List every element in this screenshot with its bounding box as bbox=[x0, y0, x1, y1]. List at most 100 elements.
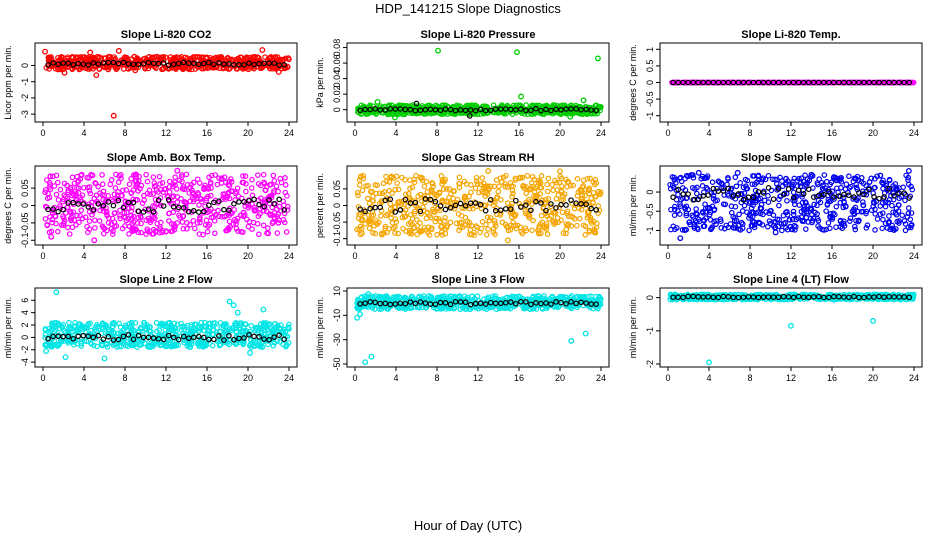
data-point bbox=[184, 55, 191, 61]
data-point bbox=[100, 197, 106, 203]
reference-point bbox=[593, 107, 599, 114]
data-point bbox=[486, 217, 493, 224]
data-point-outlier bbox=[230, 302, 237, 309]
data-point bbox=[847, 218, 853, 224]
data-point bbox=[138, 220, 144, 227]
panel-title: Slope Gas Stream RH bbox=[421, 152, 534, 164]
data-point-outlier bbox=[392, 114, 398, 121]
data-point bbox=[62, 210, 69, 216]
reference-point bbox=[140, 60, 147, 67]
reference-point bbox=[165, 197, 172, 203]
data-point bbox=[470, 205, 476, 212]
data-point bbox=[828, 79, 834, 86]
reference-point bbox=[60, 206, 66, 213]
data-point bbox=[386, 179, 393, 185]
data-point-outlier bbox=[485, 168, 492, 174]
reference-point bbox=[120, 59, 127, 66]
data-point bbox=[77, 55, 83, 61]
data-point bbox=[145, 215, 152, 222]
reference-point bbox=[85, 204, 92, 210]
data-point bbox=[99, 172, 105, 178]
data-point bbox=[529, 102, 536, 109]
reference-point bbox=[896, 79, 902, 86]
data-point bbox=[187, 221, 193, 228]
x-tick-label: 16 bbox=[514, 128, 524, 138]
reference-point bbox=[271, 201, 277, 207]
reference-point bbox=[831, 79, 837, 86]
reference-point bbox=[770, 79, 777, 86]
data-point bbox=[709, 179, 716, 185]
data-point bbox=[128, 175, 134, 182]
data-point bbox=[73, 191, 79, 197]
data-point bbox=[180, 225, 187, 232]
data-point bbox=[269, 220, 276, 227]
data-point bbox=[556, 179, 563, 186]
data-point bbox=[160, 227, 166, 234]
x-tick-label: 16 bbox=[514, 373, 524, 383]
data-point bbox=[590, 200, 596, 206]
series-points bbox=[42, 167, 291, 244]
x-tick-label: 4 bbox=[393, 373, 398, 383]
data-point bbox=[79, 192, 86, 199]
reference-point bbox=[695, 79, 702, 86]
reference-point bbox=[211, 199, 217, 206]
data-point bbox=[370, 193, 376, 200]
reference-point bbox=[105, 199, 112, 205]
data-point bbox=[365, 182, 371, 189]
reference-point bbox=[568, 106, 574, 112]
reference-point bbox=[578, 106, 584, 113]
reference-point bbox=[175, 204, 182, 211]
data-point bbox=[378, 198, 385, 204]
data-point bbox=[378, 213, 384, 219]
data-point bbox=[132, 178, 138, 185]
reference-point bbox=[906, 79, 912, 86]
y-axis-label: degrees C per min. bbox=[3, 167, 13, 244]
data-point bbox=[409, 184, 416, 191]
data-point-outlier bbox=[772, 229, 779, 236]
data-point-outlier bbox=[435, 47, 441, 54]
chart-panel-4: Slope Amb. Box Temp.0 4 8 12 16 20 24-0.1-0.05… bbox=[3, 152, 298, 261]
x-tick-label: 0 bbox=[352, 251, 357, 261]
data-point bbox=[526, 213, 533, 219]
reference-point bbox=[180, 205, 187, 211]
data-point bbox=[170, 183, 176, 190]
data-point bbox=[202, 185, 208, 192]
data-point bbox=[851, 223, 858, 230]
data-point bbox=[790, 208, 797, 215]
data-point bbox=[544, 231, 551, 237]
reference-point bbox=[125, 199, 132, 206]
reference-point bbox=[135, 61, 142, 68]
reference-points bbox=[45, 196, 287, 215]
data-point bbox=[462, 214, 469, 221]
reference-point bbox=[211, 61, 217, 68]
data-point bbox=[99, 191, 105, 198]
data-point bbox=[85, 229, 91, 236]
reference-point bbox=[785, 79, 792, 86]
data-point bbox=[82, 214, 89, 220]
data-point bbox=[492, 231, 498, 238]
data-point bbox=[189, 195, 196, 201]
x-tick-label: 0 bbox=[40, 128, 45, 138]
reference-point bbox=[507, 106, 514, 113]
data-point bbox=[60, 213, 66, 220]
data-point bbox=[74, 185, 80, 191]
data-point bbox=[211, 64, 217, 71]
data-point bbox=[560, 230, 567, 236]
data-point bbox=[54, 228, 61, 235]
data-point bbox=[203, 217, 210, 224]
data-point bbox=[502, 181, 508, 187]
data-point bbox=[586, 209, 592, 216]
data-point bbox=[86, 218, 93, 224]
x-tick-label: 0 bbox=[352, 373, 357, 383]
reference-point bbox=[427, 106, 434, 113]
data-point bbox=[393, 219, 400, 225]
reference-point bbox=[573, 106, 579, 112]
y-axis-label: ml/min per min. bbox=[3, 297, 13, 359]
data-point bbox=[444, 111, 451, 117]
reference-point bbox=[846, 79, 852, 86]
reference-point bbox=[185, 60, 192, 67]
reference-point bbox=[45, 206, 51, 213]
reference-point bbox=[231, 61, 237, 68]
